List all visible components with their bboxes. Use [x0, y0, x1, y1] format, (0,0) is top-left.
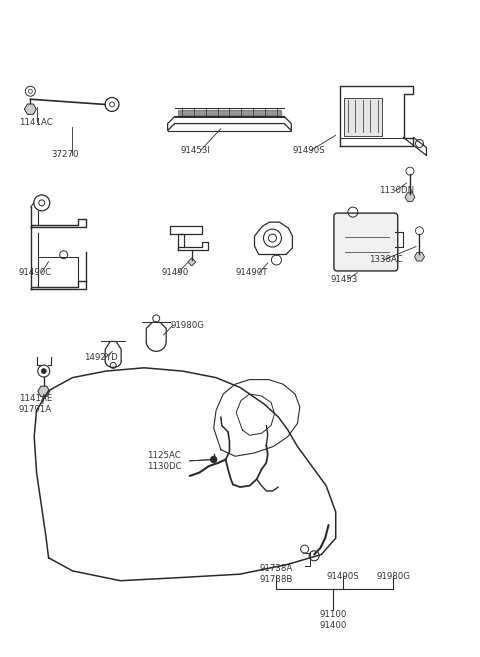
Polygon shape	[178, 110, 281, 114]
Text: 91490C: 91490C	[19, 268, 52, 277]
Text: 91980G: 91980G	[170, 321, 204, 330]
Text: 1141AC: 1141AC	[19, 118, 53, 127]
Text: 91453: 91453	[331, 275, 358, 284]
Text: 91453I: 91453I	[180, 146, 210, 155]
Text: 1141AE
91791A: 1141AE 91791A	[19, 394, 52, 413]
Text: 1130DN: 1130DN	[379, 187, 414, 195]
Text: 91490S: 91490S	[326, 572, 359, 581]
Text: 37270: 37270	[51, 150, 78, 160]
Text: 91738A
91738B: 91738A 91738B	[259, 564, 293, 584]
Text: 1338AC: 1338AC	[369, 255, 403, 264]
Text: 1492YD: 1492YD	[84, 353, 118, 363]
Text: 1125AC
1130DC: 1125AC 1130DC	[147, 451, 181, 470]
Circle shape	[41, 369, 46, 374]
Text: 91490S: 91490S	[293, 146, 325, 155]
FancyBboxPatch shape	[334, 213, 398, 271]
Text: 91490T: 91490T	[235, 268, 268, 277]
Circle shape	[211, 457, 216, 463]
Bar	[344, 98, 382, 135]
Text: 91490: 91490	[161, 268, 188, 277]
Text: 91980G: 91980G	[376, 572, 410, 581]
Text: 91100
91400: 91100 91400	[320, 610, 347, 629]
